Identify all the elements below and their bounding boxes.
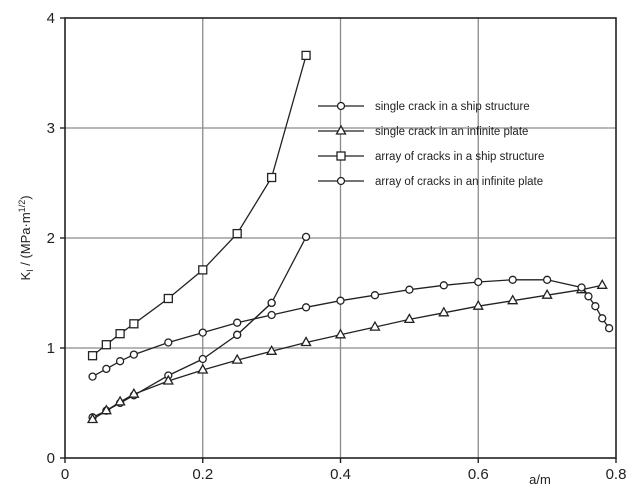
- data-point: [101, 340, 111, 350]
- y-tick-label: 1: [47, 340, 55, 357]
- x-tick-label: 0.2: [192, 466, 213, 483]
- series-3: [87, 50, 311, 361]
- data-point: [301, 50, 311, 61]
- series-group: [86, 50, 614, 424]
- data-point: [474, 277, 483, 287]
- data-point: [88, 372, 97, 381]
- legend-label: single crack in a ship structure: [375, 101, 530, 113]
- y-axis-label-units: / (MPa·m: [18, 212, 33, 269]
- data-point: [507, 294, 519, 305]
- data-point: [267, 298, 276, 308]
- y-tick-label: 2: [47, 230, 55, 247]
- data-point: [541, 288, 553, 299]
- data-point: [266, 172, 277, 183]
- data-point: [267, 310, 276, 320]
- data-point: [198, 354, 207, 364]
- legend-label: array of cracks in an infinite plate: [375, 176, 543, 188]
- data-point: [438, 306, 450, 317]
- data-point: [231, 353, 243, 364]
- data-point: [129, 319, 139, 329]
- data-point: [577, 283, 586, 292]
- series-4: [88, 275, 614, 381]
- x-tick-label: 0.8: [606, 466, 627, 483]
- y-axis-label-close: ): [18, 195, 33, 199]
- data-point: [197, 363, 209, 374]
- data-point: [128, 387, 140, 398]
- data-point: [301, 303, 311, 312]
- axes: 0 0.2 0.4 0.6 0.8 0 1 2 3 4: [47, 10, 627, 483]
- data-point: [115, 357, 125, 366]
- y-axis-label: KI / (MPa·m1/2): [17, 195, 35, 280]
- data-point: [369, 320, 381, 331]
- x-axis-label: a/m: [529, 472, 551, 487]
- data-point: [232, 228, 242, 239]
- data-point: [87, 351, 98, 361]
- y-axis-label-exp: 1/2: [17, 200, 27, 213]
- legend-item: array of cracks in an infinite plate: [318, 176, 543, 188]
- data-point: [584, 292, 593, 301]
- x-tick-label: 0: [61, 466, 69, 483]
- x-tick-label: 0.6: [468, 466, 489, 483]
- data-point: [604, 324, 614, 333]
- data-point: [162, 374, 174, 385]
- legend-item: single crack in an infinite plate: [318, 124, 528, 138]
- data-point: [300, 336, 312, 347]
- data-point: [86, 413, 99, 424]
- data-point: [233, 330, 242, 339]
- legend-marker: [336, 151, 346, 161]
- data-point: [336, 296, 345, 305]
- data-point: [598, 314, 607, 323]
- data-point: [102, 364, 111, 374]
- data-point: [198, 328, 207, 337]
- data-point: [233, 318, 242, 327]
- data-point: [542, 275, 552, 284]
- data-point: [370, 291, 380, 300]
- data-point: [405, 285, 414, 294]
- data-point: [403, 313, 415, 324]
- y-tick-label: 0: [47, 450, 55, 467]
- x-tick-label: 0.4: [330, 466, 351, 483]
- legend: single crack in a ship structure single c…: [318, 101, 544, 188]
- y-axis-label-sub: I: [25, 269, 35, 272]
- y-axis-label-main: K: [18, 272, 33, 281]
- legend-item: array of cracks in a ship structure: [318, 151, 544, 163]
- data-point: [114, 395, 126, 406]
- data-point: [508, 275, 517, 284]
- data-point: [163, 293, 173, 304]
- legend-label: single crack in an infinite plate: [375, 126, 528, 138]
- legend-marker: [336, 101, 346, 111]
- data-point: [129, 350, 139, 359]
- series-5: [233, 232, 311, 339]
- data-point: [591, 302, 600, 311]
- legend-marker: [336, 176, 346, 186]
- data-point: [100, 404, 112, 415]
- data-point: [301, 232, 311, 242]
- data-point: [115, 329, 125, 339]
- legend-marker: [335, 124, 347, 135]
- data-point: [266, 344, 278, 355]
- y-tick-label: 4: [47, 10, 55, 27]
- y-tick-label: 3: [47, 120, 55, 137]
- data-point: [164, 338, 173, 347]
- legend-label: array of cracks in a ship structure: [375, 151, 544, 163]
- data-point: [198, 265, 208, 275]
- data-point: [334, 328, 347, 339]
- data-point: [472, 299, 484, 310]
- legend-item: single crack in a ship structure: [318, 101, 530, 113]
- data-point: [596, 278, 608, 289]
- axis-labels: a/m KI / (MPa·m1/2): [17, 195, 551, 487]
- data-point: [439, 281, 448, 290]
